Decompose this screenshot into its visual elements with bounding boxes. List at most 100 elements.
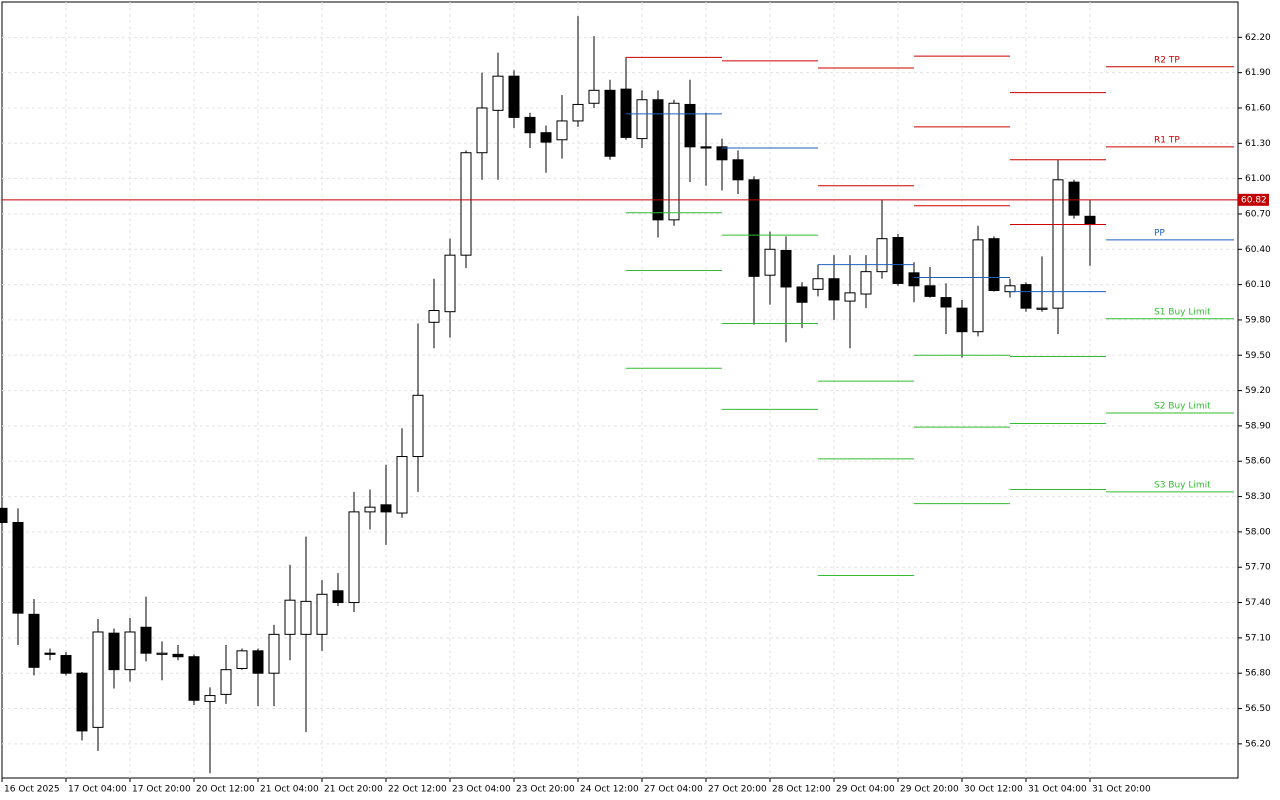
y-tick-label: 58.60: [1245, 457, 1271, 467]
candle-body: [1084, 215, 1096, 226]
candle-body: [700, 146, 712, 149]
x-tick-label: 28 Oct 12:00: [772, 785, 831, 795]
last-price-label: 60.82: [1241, 195, 1267, 205]
y-tick-label: 61.00: [1245, 174, 1271, 184]
candle-body: [316, 593, 328, 635]
candle-body: [812, 278, 824, 290]
y-tick-label: 57.40: [1245, 598, 1271, 608]
plot-frame: [1, 1, 1239, 779]
candle-body: [668, 102, 680, 221]
candle-body: [796, 286, 808, 303]
candle-body: [1004, 285, 1016, 293]
x-tick-label: 29 Oct 20:00: [900, 785, 959, 795]
x-tick-label: 23 Oct 04:00: [452, 785, 511, 795]
candle-body: [732, 159, 744, 181]
resistance-level-label: R1 TP: [1154, 135, 1180, 145]
y-tick-label: 57.70: [1245, 563, 1271, 573]
candle-body: [1052, 179, 1064, 309]
candle-body: [988, 238, 1000, 291]
y-tick-label: 59.50: [1245, 351, 1271, 361]
candle-body: [508, 75, 520, 118]
x-tick-label: 31 Oct 20:00: [1092, 785, 1151, 795]
y-tick-label: 58.30: [1245, 492, 1271, 502]
candle-body: [300, 600, 312, 635]
candle-body: [764, 248, 776, 276]
candle-body: [540, 132, 552, 143]
x-tick-label: 21 Oct 04:00: [260, 785, 319, 795]
candle-body: [188, 656, 200, 701]
x-tick-label: 27 Oct 04:00: [644, 785, 703, 795]
candle-body: [0, 507, 8, 523]
x-tick-label: 27 Oct 20:00: [708, 785, 767, 795]
candle-body: [380, 504, 392, 513]
candle-body: [364, 506, 376, 513]
candle-body: [716, 146, 728, 161]
pivot-level-label: PP: [1154, 228, 1165, 238]
candle-body: [908, 272, 920, 287]
candle-body: [588, 89, 600, 104]
candle-body: [524, 116, 536, 134]
x-tick-label: 17 Oct 04:00: [68, 785, 127, 795]
x-tick-label: 21 Oct 20:00: [324, 785, 383, 795]
candle-body: [684, 103, 696, 148]
last-price-box: [1238, 193, 1269, 206]
candle-body: [252, 650, 264, 674]
candle-body: [604, 89, 616, 157]
candle-body: [156, 652, 168, 655]
y-tick-label: 60.70: [1245, 209, 1271, 219]
candle-body: [972, 239, 984, 333]
resistance-level-label: R2 TP: [1154, 55, 1180, 65]
candle-body: [556, 120, 568, 141]
candle-body: [620, 88, 632, 138]
x-tick-label: 29 Oct 04:00: [836, 785, 895, 795]
x-tick-label: 31 Oct 04:00: [1028, 785, 1087, 795]
support-level-label: S2 Buy Limit: [1154, 401, 1211, 411]
candle-body: [76, 672, 88, 732]
y-tick-label: 60.10: [1245, 280, 1271, 290]
y-tick-label: 60.40: [1245, 245, 1271, 255]
y-tick-label: 61.60: [1245, 103, 1271, 113]
y-tick-label: 59.20: [1245, 386, 1271, 396]
y-tick-label: 61.30: [1245, 139, 1271, 149]
candle-body: [460, 152, 472, 256]
candle-body: [572, 103, 584, 122]
candle-body: [204, 695, 216, 702]
candle-body: [636, 99, 648, 140]
candle-body: [284, 599, 296, 635]
candle-body: [748, 179, 760, 277]
x-tick-label: 30 Oct 12:00: [964, 785, 1023, 795]
candle-body: [124, 631, 136, 671]
candle-body: [268, 633, 280, 674]
candle-body: [140, 626, 152, 654]
y-tick-label: 61.90: [1245, 68, 1271, 78]
candle-body: [220, 669, 232, 695]
candle-body: [652, 99, 664, 221]
candle-body: [876, 238, 888, 273]
support-level-label: S1 Buy Limit: [1154, 307, 1211, 317]
y-tick-label: 56.20: [1245, 739, 1271, 749]
candle-body: [892, 237, 904, 284]
y-tick-label: 62.20: [1245, 33, 1271, 43]
candle-body: [1020, 284, 1032, 309]
y-tick-label: 57.10: [1245, 633, 1271, 643]
candle-body: [236, 650, 248, 669]
candle-body: [60, 655, 72, 674]
candle-body: [956, 307, 968, 333]
candle-body: [780, 249, 792, 288]
candle-body: [428, 310, 440, 323]
candle-body: [828, 278, 840, 301]
candle-body: [844, 292, 856, 302]
candle-body: [476, 107, 488, 154]
candle-body: [44, 652, 56, 655]
candle-body: [492, 75, 504, 111]
y-tick-label: 56.50: [1245, 704, 1271, 714]
x-tick-label: 20 Oct 12:00: [196, 785, 255, 795]
candle-body: [1036, 307, 1048, 310]
y-tick-label: 58.00: [1245, 527, 1271, 537]
candle-body: [12, 521, 24, 614]
candle-body: [332, 590, 344, 604]
x-tick-label: 22 Oct 12:00: [388, 785, 447, 795]
candle-body: [444, 254, 456, 313]
x-tick-label: 17 Oct 20:00: [132, 785, 191, 795]
